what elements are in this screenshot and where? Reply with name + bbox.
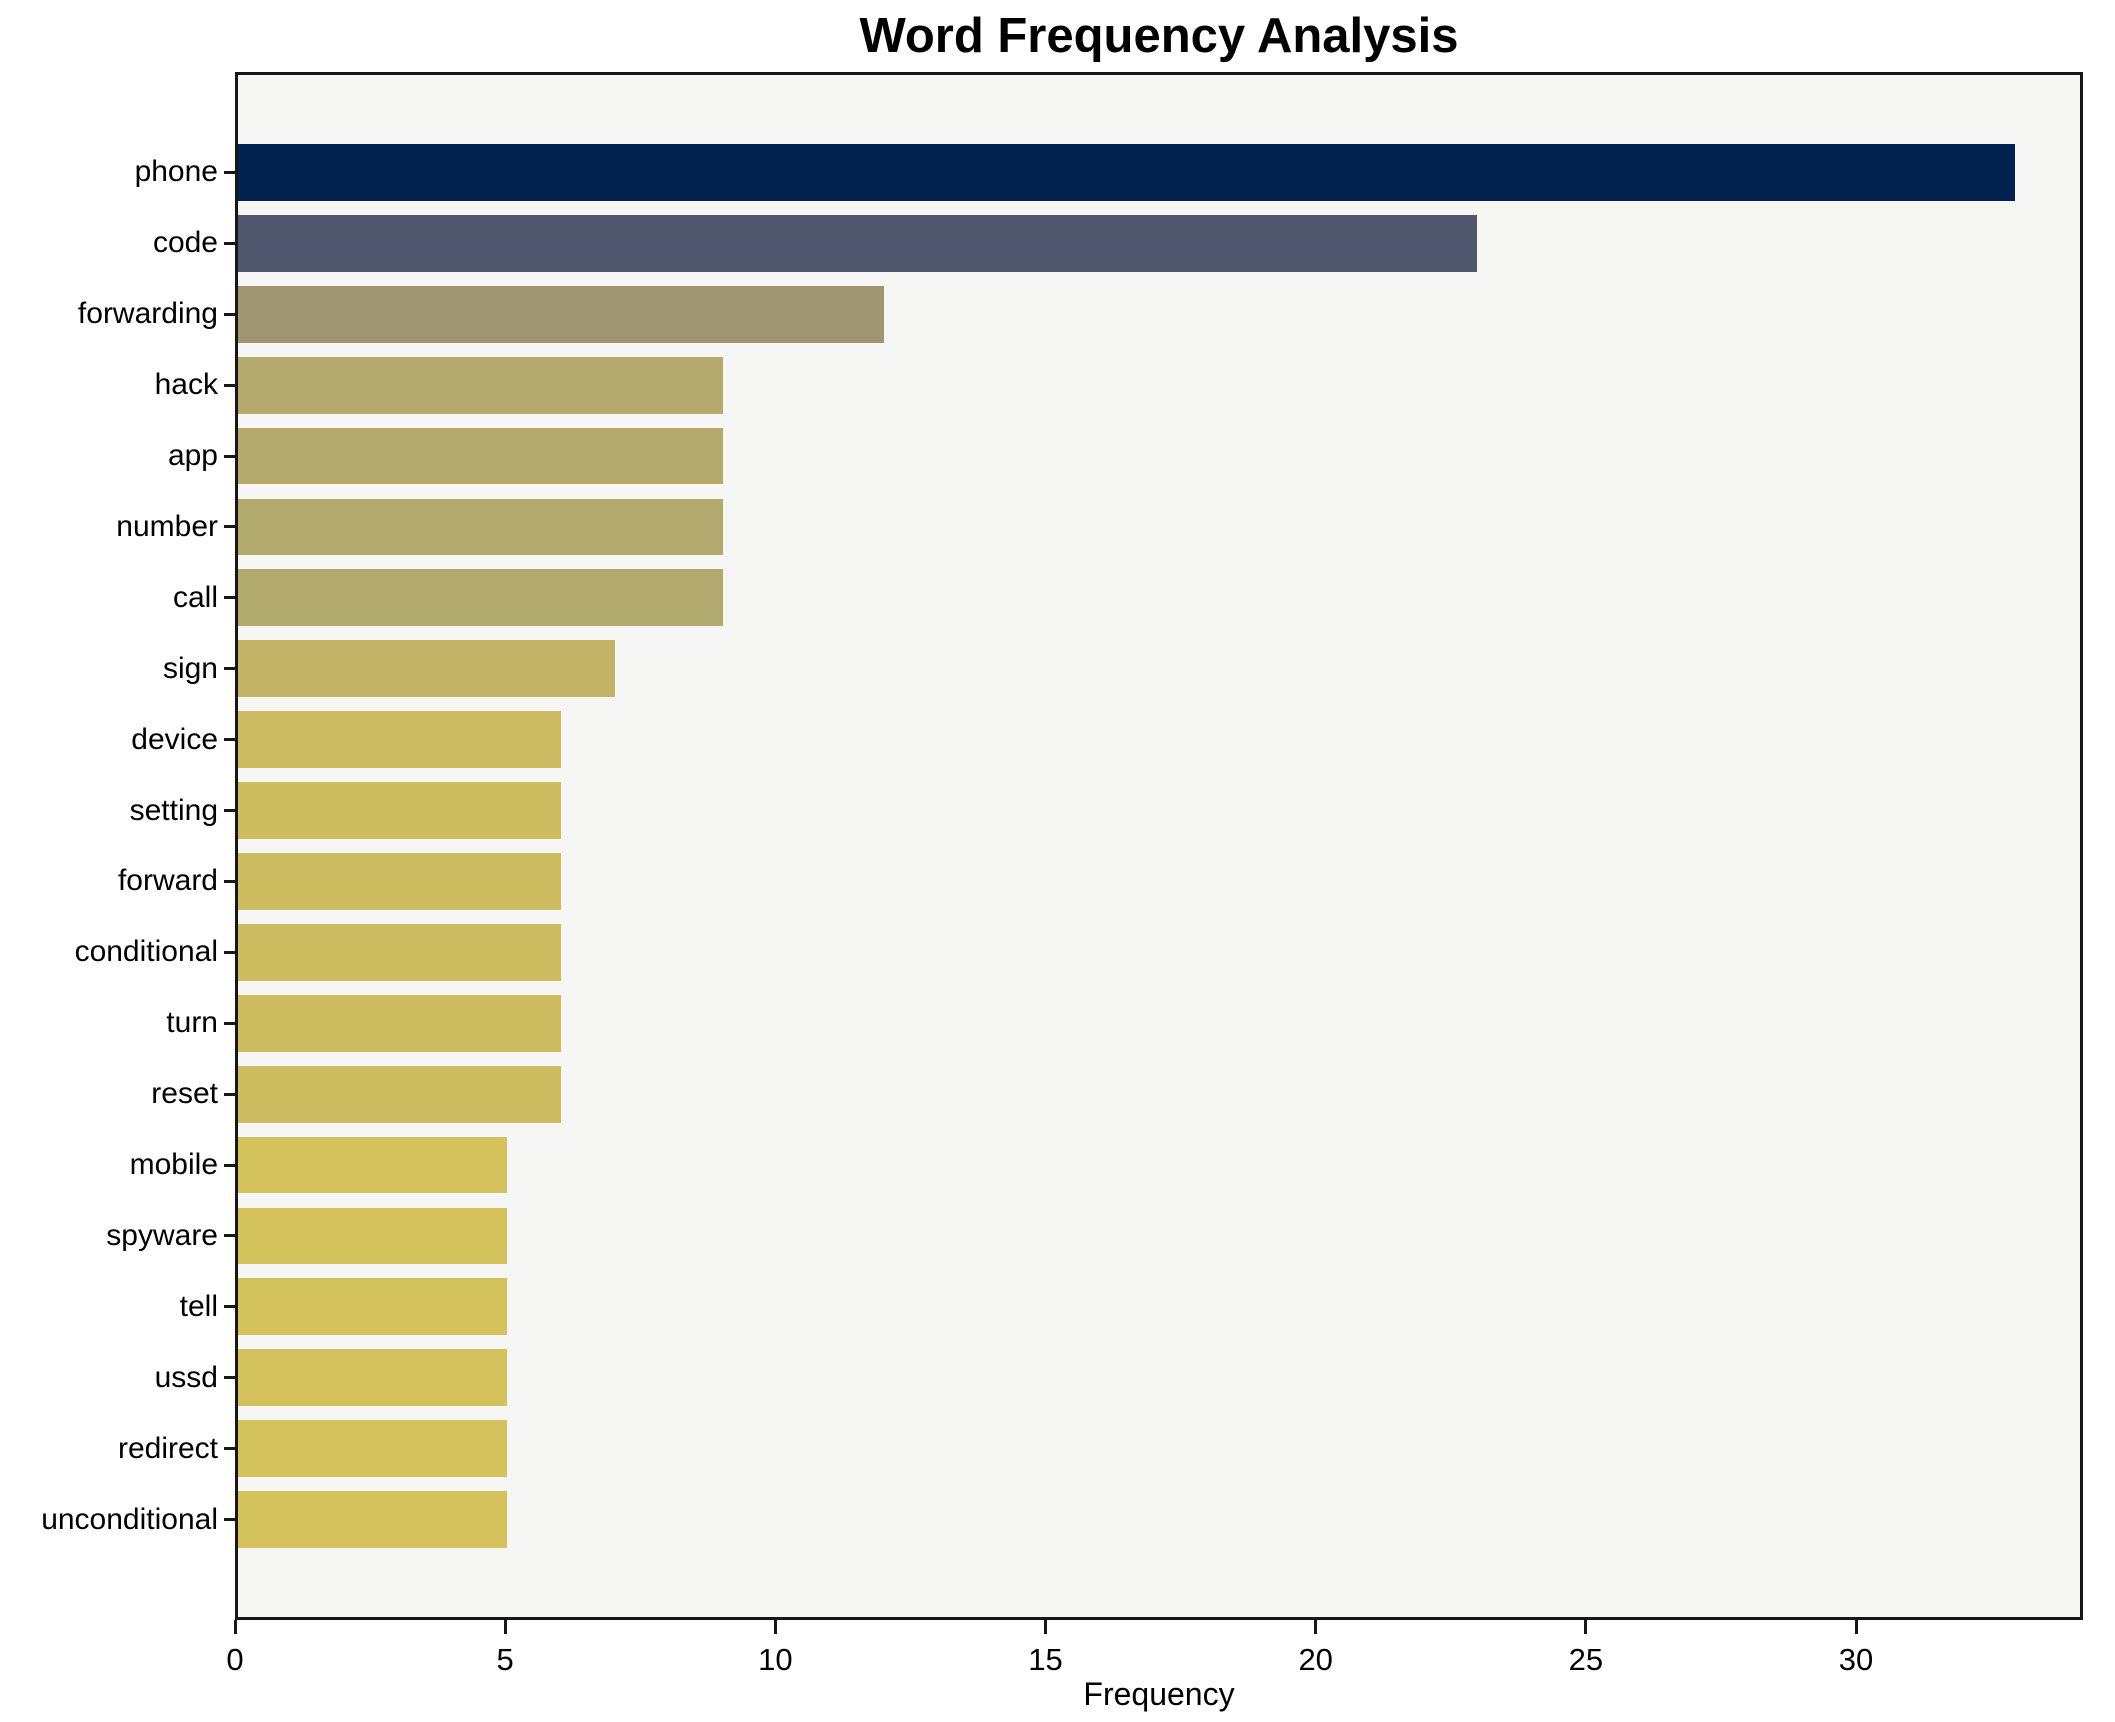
y-tick-label-forwarding: forwarding <box>77 297 218 331</box>
bar-turn <box>238 994 562 1052</box>
x-tick-label-25: 25 <box>1568 1642 1604 1677</box>
bar-reset <box>238 1065 562 1123</box>
x-tick-label-15: 15 <box>1028 1642 1063 1677</box>
y-tick-mark <box>224 1163 235 1167</box>
y-tick-mark <box>224 1305 235 1309</box>
y-tick-mark <box>224 1376 235 1380</box>
y-tick-label-tell: tell <box>179 1289 218 1323</box>
x-tick-label-10: 10 <box>758 1642 793 1677</box>
y-tick-label-device: device <box>131 722 218 756</box>
bar-ussd <box>238 1349 508 1407</box>
bar-device <box>238 711 562 769</box>
y-tick-mark <box>224 525 235 529</box>
bar-redirect <box>238 1420 508 1478</box>
x-tick-mark <box>1854 1620 1858 1634</box>
y-tick-mark <box>224 1092 235 1096</box>
plot-area <box>235 72 2083 1620</box>
x-tick-mark <box>1314 1620 1318 1634</box>
bar-number <box>238 498 723 556</box>
y-tick-label-reset: reset <box>151 1077 218 1111</box>
x-tick-label-20: 20 <box>1298 1642 1333 1677</box>
y-tick-mark <box>224 241 235 245</box>
x-tick-mark <box>1044 1620 1048 1634</box>
bar-call <box>238 569 723 627</box>
chart-title: Word Frequency Analysis <box>859 9 1459 63</box>
x-tick-label-0: 0 <box>226 1642 244 1677</box>
y-tick-label-setting: setting <box>129 793 218 827</box>
bar-conditional <box>238 923 562 981</box>
y-tick-mark <box>224 809 235 813</box>
bar-forward <box>238 853 562 910</box>
y-tick-label-sign: sign <box>162 651 218 685</box>
y-tick-label-mobile: mobile <box>129 1148 218 1182</box>
y-tick-mark <box>224 738 235 742</box>
y-tick-label-redirect: redirect <box>117 1431 218 1465</box>
y-tick-mark <box>224 667 235 671</box>
y-tick-mark <box>224 950 235 954</box>
x-axis-label: Frequency <box>1083 1676 1235 1712</box>
y-tick-label-turn: turn <box>166 1006 218 1040</box>
x-tick-label-5: 5 <box>496 1642 514 1677</box>
bar-app <box>238 427 723 485</box>
y-tick-label-conditional: conditional <box>74 935 218 969</box>
y-tick-mark <box>224 879 235 883</box>
y-tick-label-code: code <box>152 226 218 260</box>
y-tick-label-forward: forward <box>117 864 218 898</box>
bar-sign <box>238 640 616 698</box>
x-tick-mark <box>1584 1620 1588 1634</box>
bar-spyware <box>238 1207 508 1265</box>
x-tick-mark <box>503 1620 507 1634</box>
y-tick-label-ussd: ussd <box>154 1360 218 1394</box>
y-tick-label-spyware: spyware <box>106 1218 218 1252</box>
bar-setting <box>238 782 562 839</box>
y-tick-mark <box>224 1021 235 1025</box>
y-tick-label-hack: hack <box>154 368 218 402</box>
y-tick-mark <box>224 596 235 600</box>
bar-phone <box>238 144 2016 201</box>
bar-unconditional <box>238 1491 508 1548</box>
y-tick-mark <box>224 383 235 387</box>
bar-tell <box>238 1278 508 1336</box>
y-tick-label-call: call <box>172 580 218 614</box>
bar-code <box>238 214 1477 272</box>
y-tick-label-unconditional: unconditional <box>41 1502 218 1536</box>
y-tick-mark <box>224 454 235 458</box>
y-tick-label-app: app <box>167 439 218 473</box>
y-tick-mark <box>224 1447 235 1451</box>
x-tick-label-30: 30 <box>1838 1642 1874 1677</box>
y-tick-mark <box>224 312 235 316</box>
y-tick-mark <box>224 1234 235 1238</box>
x-tick-mark <box>773 1620 777 1634</box>
bar-forwarding <box>238 285 885 343</box>
bar-hack <box>238 356 723 414</box>
y-tick-label-number: number <box>116 509 218 543</box>
y-tick-label-phone: phone <box>134 155 218 189</box>
x-tick-mark <box>233 1620 237 1634</box>
y-tick-mark <box>224 170 235 174</box>
bar-mobile <box>238 1136 508 1194</box>
y-tick-mark <box>224 1518 235 1522</box>
